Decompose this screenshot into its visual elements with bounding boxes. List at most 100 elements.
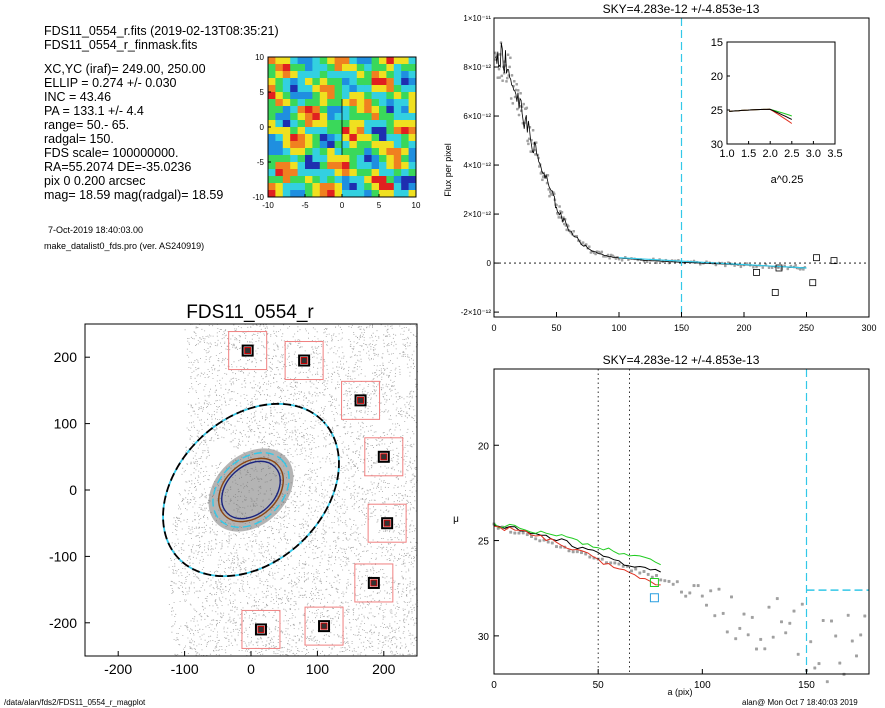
map-cell	[312, 78, 321, 86]
map-cell	[268, 134, 276, 142]
map-cell	[312, 134, 321, 142]
sky-xtick-label: 50	[551, 323, 561, 333]
map-cell	[349, 92, 358, 100]
map-cell	[268, 71, 276, 79]
map-cell	[408, 78, 417, 86]
map-cell	[342, 106, 350, 114]
sky-outlier	[775, 264, 783, 272]
map-cell	[364, 99, 373, 107]
map-cell	[393, 162, 402, 170]
map-cell	[282, 183, 291, 191]
map-cell	[408, 99, 417, 107]
map-cell	[282, 113, 291, 121]
map-cell	[342, 120, 350, 128]
map-cell	[275, 57, 284, 65]
map-cell	[268, 99, 276, 107]
sky-outlier	[771, 289, 779, 296]
map-cell	[408, 106, 417, 114]
map-cell	[342, 141, 350, 149]
map-cell	[275, 85, 284, 93]
map-cell	[305, 71, 313, 79]
inset-xtick-label: 1.5	[741, 148, 756, 160]
map-cell	[386, 141, 395, 149]
map-cell	[386, 92, 395, 100]
map-cell	[319, 127, 328, 135]
map-cell	[393, 57, 402, 65]
map-cell	[393, 113, 402, 121]
map-cell	[290, 71, 299, 79]
map-cell	[408, 120, 417, 128]
map-cell	[297, 155, 306, 163]
map-cell	[312, 127, 321, 135]
map-cell	[282, 134, 291, 142]
map-cell	[327, 134, 336, 142]
map-cell	[327, 92, 336, 100]
map-cell	[379, 141, 387, 149]
map-cell	[282, 71, 291, 79]
map-cell	[319, 155, 328, 163]
map-cell	[297, 120, 306, 128]
map-cell	[393, 155, 402, 163]
map-cell	[297, 106, 306, 114]
map-cell	[268, 183, 276, 191]
image-ytick-label: 100	[54, 416, 78, 432]
footer-path: /data/alan/fds2/FDS11_0554_r_magplot	[4, 698, 146, 707]
map-cell	[364, 113, 373, 121]
map-cell	[268, 64, 276, 72]
image-ytick-label: 200	[54, 349, 78, 365]
map-cell	[371, 155, 380, 163]
sky-outlier	[809, 279, 817, 287]
map-cell	[386, 99, 395, 107]
sky-ytick-label: 1×10⁻¹¹	[463, 14, 491, 23]
map-cell	[312, 113, 321, 121]
sb-xtick-label: 100	[694, 680, 711, 691]
map-cell	[312, 57, 321, 65]
map-cell	[401, 127, 410, 135]
sky-ytick-label: 8×10⁻¹²	[463, 63, 491, 72]
map-cell	[356, 127, 365, 135]
map-cell	[356, 190, 365, 198]
map-cell	[312, 92, 321, 100]
map-ytick-label: 10	[255, 53, 264, 62]
sb-series-line	[493, 525, 661, 586]
map-cell	[408, 183, 417, 191]
map-cell	[305, 57, 313, 65]
map-cell	[356, 162, 365, 170]
map-cell	[349, 162, 358, 170]
map-cell	[268, 141, 276, 149]
map-cell	[290, 162, 299, 170]
map-cell	[401, 92, 410, 100]
map-cell	[379, 113, 387, 121]
image-xtick-label: 100	[306, 661, 330, 677]
map-cell	[393, 85, 402, 93]
sb-ylabel: μ	[453, 514, 459, 525]
residual-map: -10 -5 0 5 10 -10 -5 0 5 10	[252, 53, 421, 210]
map-cell	[401, 176, 410, 184]
map-cell	[364, 141, 373, 149]
sky-xtick-label: 150	[674, 323, 689, 333]
map-cell	[386, 134, 395, 142]
footer-timestamp: alan@ Mon Oct 7 18:40:03 2019	[742, 698, 858, 707]
map-cell	[386, 183, 395, 191]
map-cell	[319, 64, 328, 72]
map-cell	[319, 113, 328, 121]
map-cell	[349, 57, 358, 65]
map-ytick-label: 5	[260, 88, 265, 97]
map-cell	[305, 190, 313, 198]
map-cell	[393, 78, 402, 86]
map-cell	[297, 190, 306, 198]
map-cell	[401, 141, 410, 149]
map-cell	[282, 141, 291, 149]
map-cell	[327, 190, 336, 198]
map-cell	[393, 148, 402, 156]
map-cell	[364, 148, 373, 156]
sb-xtick-label: 0	[491, 680, 497, 691]
map-cell	[342, 64, 350, 72]
map-cell	[290, 127, 299, 135]
map-cell	[290, 141, 299, 149]
map-cell	[282, 106, 291, 114]
header-line: pix 0 0.200 arcsec	[44, 174, 146, 188]
map-cell	[349, 155, 358, 163]
map-cell	[312, 64, 321, 72]
map-cell	[349, 134, 358, 142]
